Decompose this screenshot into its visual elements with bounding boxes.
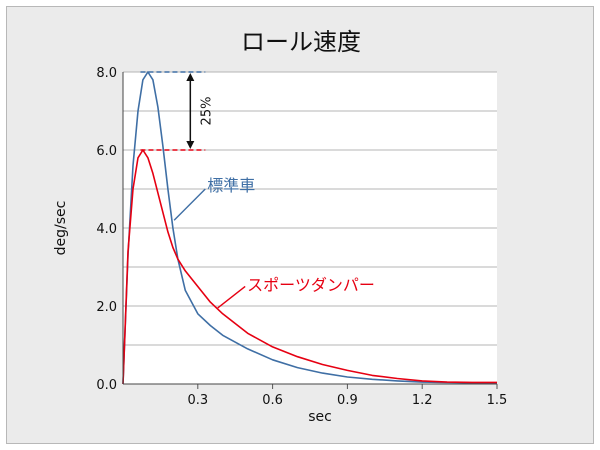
y-axis-label: deg/sec: [53, 201, 69, 256]
x-axis-label: sec: [308, 409, 332, 425]
y-tick-label: 2.0: [96, 300, 117, 315]
difference-arrow-head-up: [186, 73, 195, 81]
series-standard-leader: [173, 188, 206, 221]
y-tick-label: 0.0: [96, 378, 117, 393]
series-sport-label: スポーツダンパー: [247, 275, 375, 294]
series-sport-line: [122, 149, 497, 385]
x-tick-label: 0.9: [337, 393, 358, 408]
series-standard-label: 標準車: [207, 176, 255, 195]
series-sport-leader: [217, 285, 246, 309]
y-tick-label: 6.0: [96, 144, 117, 159]
y-tick-labels: 0.0 2.0 4.0 6.0 8.0: [96, 66, 117, 393]
x-tick-labels: 0.3 0.6 0.9 1.2 1.5: [187, 384, 507, 408]
chart-svg: ロール速度 0.0 2.0 4.0 6.0 8.0 0.3 0.6 0.9 1.2 1.5 25…: [53, 28, 507, 425]
x-tick-label: 1.5: [487, 393, 508, 408]
x-tick-label: 0.3: [187, 393, 208, 408]
series-lines: [122, 71, 497, 385]
y-tick-label: 8.0: [96, 66, 117, 81]
chart-title: ロール速度: [241, 28, 361, 56]
difference-label: 25%: [199, 97, 214, 126]
y-tick-label: 4.0: [96, 222, 117, 237]
reference-lines: [140, 71, 206, 151]
series-standard-line: [122, 71, 497, 385]
x-tick-label: 0.6: [262, 393, 283, 408]
difference-arrow-head-down: [186, 141, 195, 149]
x-tick-label: 1.2: [412, 393, 433, 408]
axes: [122, 72, 497, 385]
chart-frame: ロール速度 0.0 2.0 4.0 6.0 8.0 0.3 0.6 0.9 1.2 1.5 25…: [6, 6, 594, 444]
